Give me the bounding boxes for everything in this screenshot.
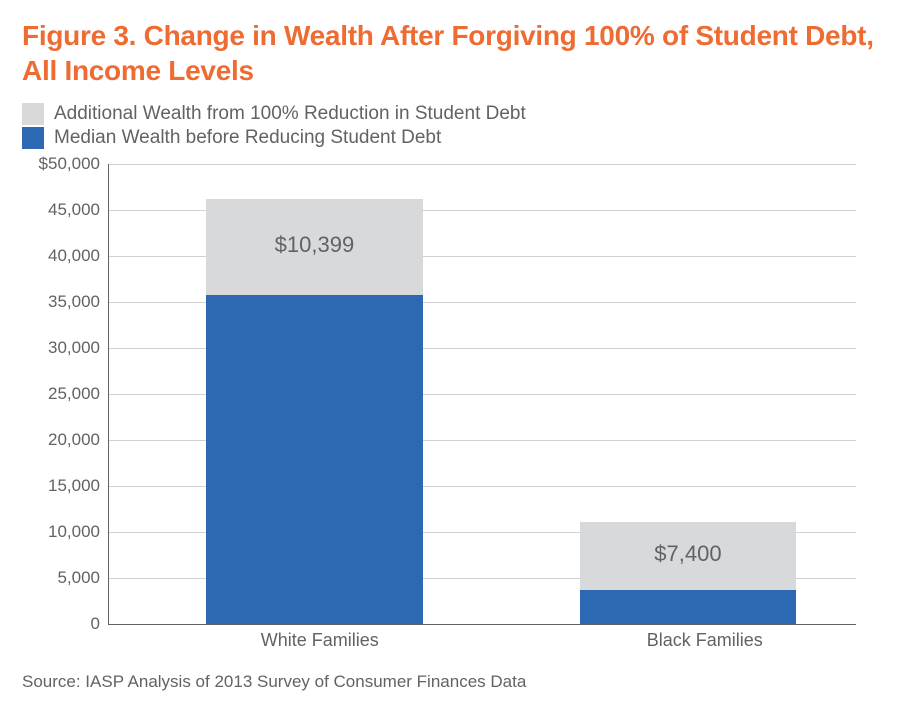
legend-swatch bbox=[22, 127, 44, 149]
legend-label: Additional Wealth from 100% Reduction in… bbox=[54, 103, 526, 125]
y-axis: 05,00010,00015,00020,00025,00030,00035,0… bbox=[22, 164, 108, 624]
y-tick-label: 0 bbox=[91, 614, 100, 634]
legend-item-median: Median Wealth before Reducing Student De… bbox=[22, 126, 878, 150]
source-text: Source: IASP Analysis of 2013 Survey of … bbox=[22, 672, 526, 692]
bar-group: $7,400 bbox=[580, 522, 797, 624]
bar-segment-median bbox=[206, 295, 423, 624]
y-tick-label: 15,000 bbox=[48, 476, 100, 496]
y-tick-label: $50,000 bbox=[39, 154, 100, 174]
y-tick-label: 35,000 bbox=[48, 292, 100, 312]
legend: Additional Wealth from 100% Reduction in… bbox=[22, 102, 878, 150]
y-tick-label: 30,000 bbox=[48, 338, 100, 358]
y-tick-label: 45,000 bbox=[48, 200, 100, 220]
category-label: White Families bbox=[261, 630, 379, 651]
y-tick-label: 5,000 bbox=[57, 568, 100, 588]
chart: 0 5,000 10,000 15,000 20,000 25,000 30,000 35,0… bbox=[22, 164, 878, 654]
bar-segment-median bbox=[580, 590, 797, 624]
category-label: Black Families bbox=[647, 630, 763, 651]
y-tick-label: 10,000 bbox=[48, 522, 100, 542]
figure-title: Figure 3. Change in Wealth After Forgivi… bbox=[22, 18, 878, 88]
legend-item-additional: Additional Wealth from 100% Reduction in… bbox=[22, 102, 878, 126]
bar-group: $10,399 bbox=[206, 199, 423, 624]
gridline bbox=[109, 164, 856, 165]
bar-value-label: $7,400 bbox=[580, 541, 797, 567]
y-tick-label: 20,000 bbox=[48, 430, 100, 450]
bar-value-label: $10,399 bbox=[206, 232, 423, 258]
legend-label: Median Wealth before Reducing Student De… bbox=[54, 127, 441, 149]
plot-area: $10,399 $7,400 bbox=[108, 164, 856, 625]
figure-3: Figure 3. Change in Wealth After Forgivi… bbox=[0, 0, 900, 708]
y-tick-label: 40,000 bbox=[48, 246, 100, 266]
legend-swatch bbox=[22, 103, 44, 125]
y-tick-label: 25,000 bbox=[48, 384, 100, 404]
